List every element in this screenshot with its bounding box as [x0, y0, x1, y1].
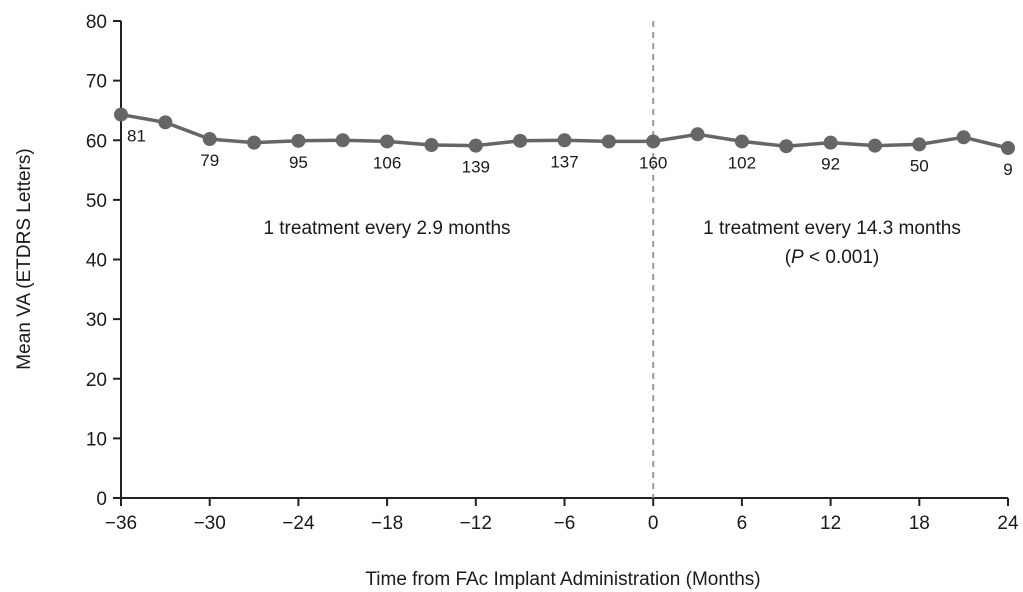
data-point: [380, 134, 395, 149]
data-point: [912, 137, 927, 152]
y-tick-label: 60: [86, 131, 107, 152]
x-tick-label: −36: [105, 513, 137, 534]
data-point: [734, 134, 749, 149]
count-label: 137: [550, 152, 578, 171]
y-tick-label: 80: [86, 12, 107, 33]
x-tick-label: 24: [997, 513, 1019, 534]
x-tick-label: −18: [371, 513, 403, 534]
x-tick-label: −6: [554, 513, 576, 534]
count-label: 9: [1003, 160, 1012, 179]
x-tick-label: −24: [282, 513, 315, 534]
data-point: [557, 133, 572, 148]
data-point: [823, 135, 838, 150]
data-point: [867, 138, 882, 153]
pvalue-rest: < 0.001): [804, 247, 880, 268]
data-point: [114, 107, 128, 122]
count-label: 160: [639, 153, 667, 172]
data-point: [513, 133, 528, 148]
y-tick-label: 50: [86, 191, 107, 212]
data-point: [291, 133, 306, 148]
x-tick-label: 6: [737, 513, 748, 534]
count-label: 95: [289, 153, 308, 172]
y-tick-label: 20: [86, 370, 107, 391]
annotation-left: 1 treatment every 2.9 months: [263, 218, 510, 239]
y-tick-label: 0: [96, 489, 107, 510]
count-label: 139: [462, 158, 490, 177]
y-tick-label: 40: [86, 251, 107, 272]
data-point: [956, 130, 971, 145]
x-tick-label: 0: [648, 513, 659, 534]
x-axis-title: Time from FAc Implant Administration (Mo…: [365, 569, 760, 590]
count-label: 106: [373, 153, 401, 172]
y-tick-label: 30: [86, 310, 107, 331]
x-tick-label: −12: [460, 513, 492, 534]
annotation-right-pvalue: (P < 0.001): [785, 247, 880, 268]
y-tick-label: 70: [86, 72, 107, 93]
count-labels: 81 79 95 106 139 137 160 102 92 50 9: [127, 127, 1013, 179]
y-axis-title: Mean VA (ETDRS Letters): [14, 148, 35, 369]
data-point: [424, 138, 439, 153]
data-point: [601, 134, 616, 149]
data-point: [646, 134, 661, 149]
y-tick-label: 10: [86, 429, 107, 450]
count-label: 102: [728, 153, 756, 172]
count-label: 81: [127, 127, 146, 146]
data-point: [1001, 141, 1015, 156]
data-point: [468, 138, 483, 153]
data-point: [335, 133, 350, 148]
axes: 0 10 20 30 40 50 60 70 80 −36 −30 −24 −18 −12 −6 0 6 12 18…: [86, 12, 1019, 534]
count-label: 92: [821, 155, 840, 174]
data-point: [690, 127, 705, 142]
data-point: [247, 135, 262, 150]
annotation-right: 1 treatment every 14.3 months: [703, 218, 961, 239]
pvalue-open: (: [785, 247, 792, 268]
series-layer: [114, 107, 1015, 156]
data-point: [158, 115, 173, 130]
x-tick-label: 12: [820, 513, 841, 534]
pvalue-symbol: P: [791, 247, 804, 268]
x-tick-label: −30: [194, 513, 226, 534]
count-label: 79: [200, 151, 219, 170]
data-point: [202, 132, 217, 147]
x-tick-label: 18: [909, 513, 930, 534]
count-label: 50: [910, 156, 929, 175]
data-point: [779, 139, 794, 154]
